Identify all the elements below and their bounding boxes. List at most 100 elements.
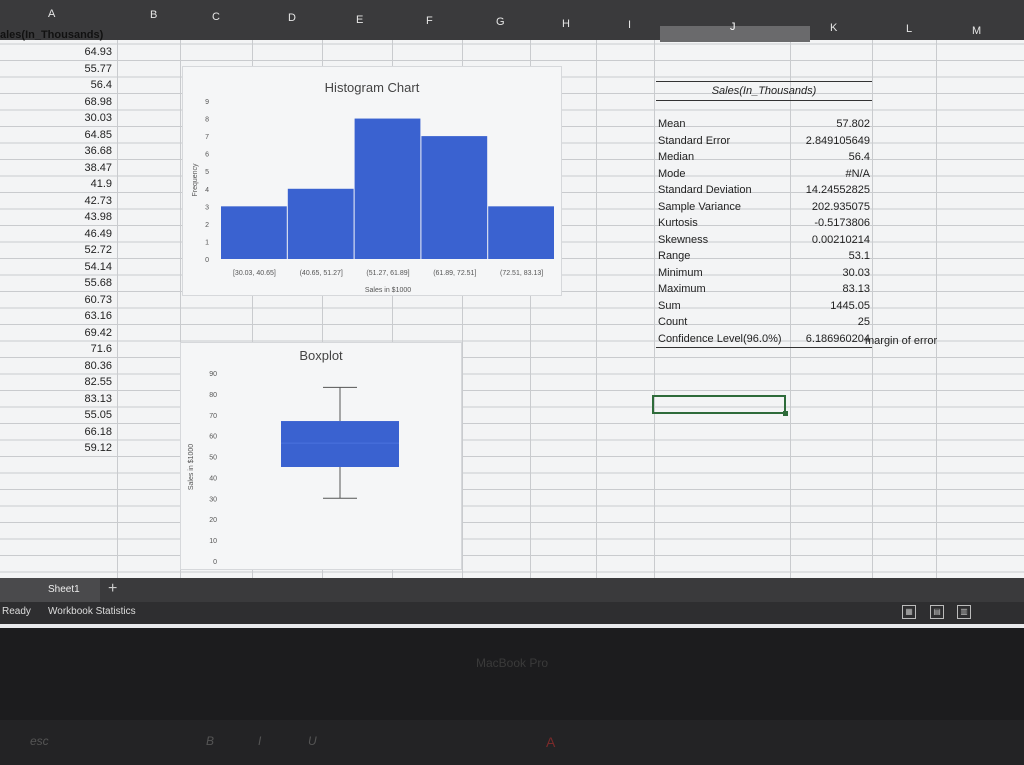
histogram-x-tick: (40.65, 51.27] xyxy=(300,270,343,277)
column-a-cell[interactable]: 41.9 xyxy=(90,178,112,190)
column-a-cell[interactable]: 55.68 xyxy=(84,277,112,289)
column-a-cell[interactable]: 64.85 xyxy=(84,128,112,141)
column-a-cell[interactable]: 80.36 xyxy=(84,359,112,372)
stats-value: 57.802 xyxy=(836,118,870,130)
column-header-d[interactable]: D xyxy=(288,12,296,25)
column-a-cell[interactable]: 64.93 xyxy=(84,46,112,58)
stats-row[interactable]: Range 53.1 xyxy=(656,248,872,265)
selected-column-band xyxy=(660,26,810,42)
column-a-header-cell[interactable]: ales(In_Thousands) xyxy=(0,29,104,41)
histogram-y-tick: 6 xyxy=(205,152,209,159)
stats-row[interactable]: Maximum 83.13 xyxy=(656,281,872,298)
stats-row[interactable]: Median 56.4 xyxy=(656,149,872,166)
boxplot-y-tick: 50 xyxy=(209,455,217,462)
column-a-cell[interactable]: 54.14 xyxy=(84,260,112,273)
laptop-bezel xyxy=(0,628,1024,690)
column-header-e[interactable]: E xyxy=(356,13,364,26)
stats-value: #N/A xyxy=(845,167,870,180)
stats-row[interactable]: Standard Error 2.849105649 xyxy=(656,133,872,150)
column-a-cell[interactable]: 43.98 xyxy=(84,211,112,223)
stats-row[interactable]: Kurtosis -0.5173806 xyxy=(656,215,872,232)
stats-row[interactable]: Skewness 0.00210214 xyxy=(656,232,872,249)
histogram-title: Histogram Chart xyxy=(324,80,420,95)
fill-handle[interactable] xyxy=(783,411,788,416)
column-a-cell[interactable]: 83.13 xyxy=(84,392,112,405)
boxplot-plot: 0 10 20 30 40 50 60 70 80 90 Sales in $1000 xyxy=(188,371,399,566)
histogram-chart[interactable]: Histogram Chart 0 1 2 3 4 5 6 7 8 9 [30.03, 40.65]… xyxy=(182,66,562,296)
column-a-cell[interactable]: 38.47 xyxy=(84,161,112,174)
column-a-cell[interactable]: 60.73 xyxy=(84,293,112,306)
column-a-cell[interactable]: 59.12 xyxy=(84,442,112,454)
bold-key[interactable]: B xyxy=(206,734,215,748)
page-break-view-icon[interactable]: ▥ xyxy=(957,605,971,619)
stats-label: Sample Variance xyxy=(658,200,741,213)
histogram-y-tick: 5 xyxy=(205,169,209,176)
column-header-a[interactable]: A xyxy=(48,8,56,20)
histogram-plot: 0 1 2 3 4 5 6 7 8 9 [30.03, 40.65] (40.65, 51.27] (5… xyxy=(192,99,554,294)
stats-label: Range xyxy=(658,250,691,262)
column-a-cell[interactable]: 55.05 xyxy=(84,409,112,421)
stats-label: Mode xyxy=(658,167,686,180)
boxplot-chart[interactable]: Boxplot 0 10 20 30 40 50 60 70 80 90 Sales in $100… xyxy=(180,342,462,570)
column-header-b[interactable]: B xyxy=(150,9,158,22)
histogram-y-tick: 3 xyxy=(205,204,209,211)
column-a-cell[interactable]: 42.73 xyxy=(84,194,112,207)
column-header-g[interactable]: G xyxy=(496,16,505,29)
stats-label: Standard Deviation xyxy=(658,184,752,196)
stats-row[interactable]: Count 25 xyxy=(656,314,872,331)
stats-value: 14.24552825 xyxy=(805,184,870,196)
page-layout-view-icon[interactable]: ▤ xyxy=(930,605,944,619)
selected-cell[interactable] xyxy=(652,395,788,416)
column-a-cell[interactable]: 55.77 xyxy=(84,62,112,75)
stats-label: Mean xyxy=(658,118,686,130)
stats-row[interactable]: Sum 1445.05 xyxy=(656,298,872,315)
stats-value: 83.13 xyxy=(842,283,870,295)
font-color-key[interactable]: A xyxy=(546,734,556,750)
column-a-cell[interactable]: 66.18 xyxy=(84,425,112,438)
column-header-i[interactable]: I xyxy=(628,19,632,32)
column-header-l[interactable]: L xyxy=(906,23,913,36)
histogram-y-tick: 4 xyxy=(205,187,209,194)
sheet-tab-sheet1[interactable]: Sheet1 xyxy=(0,578,100,602)
column-a-cell[interactable]: 52.72 xyxy=(84,244,112,256)
touch-bar: esc B I U A xyxy=(0,720,1024,765)
stats-value: 25 xyxy=(857,316,870,328)
column-a-cell[interactable]: 82.55 xyxy=(84,376,112,388)
add-sheet-button[interactable]: + xyxy=(108,580,118,597)
histogram-y-tick: 8 xyxy=(205,117,209,124)
column-a-cell[interactable]: 63.16 xyxy=(84,310,112,322)
esc-key[interactable]: esc xyxy=(30,734,49,748)
boxplot-y-tick: 80 xyxy=(209,392,217,399)
stats-row[interactable]: Confidence Level(96.0%) 6.186960204 xyxy=(656,331,872,348)
histogram-y-label: Frequency xyxy=(192,163,199,197)
column-header-m[interactable]: M xyxy=(972,24,982,37)
column-header-h[interactable]: H xyxy=(562,17,570,30)
column-a-cell[interactable]: 69.42 xyxy=(84,326,112,339)
stats-row[interactable]: Minimum 30.03 xyxy=(656,265,872,282)
column-header-k[interactable]: K xyxy=(830,22,838,34)
stats-row[interactable]: Mean 57.802 xyxy=(656,116,872,133)
column-header-f[interactable]: F xyxy=(426,15,433,27)
column-a-cell[interactable]: 30.03 xyxy=(84,112,112,124)
stats-row[interactable]: Standard Deviation 14.24552825 xyxy=(656,182,872,199)
histogram-x-label: Sales in $1000 xyxy=(365,287,411,294)
stats-row[interactable]: Mode #N/A xyxy=(656,166,872,183)
underline-key[interactable]: U xyxy=(308,734,317,748)
column-header-c[interactable]: C xyxy=(212,10,220,23)
column-a-cell[interactable]: 36.68 xyxy=(84,145,112,157)
stats-row[interactable]: Sample Variance 202.935075 xyxy=(656,199,872,216)
column-a-cell[interactable]: 71.6 xyxy=(90,343,112,355)
column-header-j[interactable]: J xyxy=(730,20,736,33)
margin-of-error-note[interactable]: margin of error xyxy=(865,335,938,347)
column-a-cell[interactable]: 68.98 xyxy=(84,95,112,108)
normal-view-icon[interactable]: ▦ xyxy=(902,605,916,619)
status-workbook-statistics[interactable]: Workbook Statistics xyxy=(48,606,136,617)
column-a-cell[interactable]: 56.4 xyxy=(90,79,112,91)
stats-title[interactable]: Sales(In_Thousands) xyxy=(656,81,872,101)
boxplot-y-tick: 90 xyxy=(209,371,217,378)
histogram-bar xyxy=(221,206,287,259)
italic-key[interactable]: I xyxy=(258,734,262,748)
stats-value: 56.4 xyxy=(848,151,870,163)
column-a-cell[interactable]: 46.49 xyxy=(84,227,112,240)
